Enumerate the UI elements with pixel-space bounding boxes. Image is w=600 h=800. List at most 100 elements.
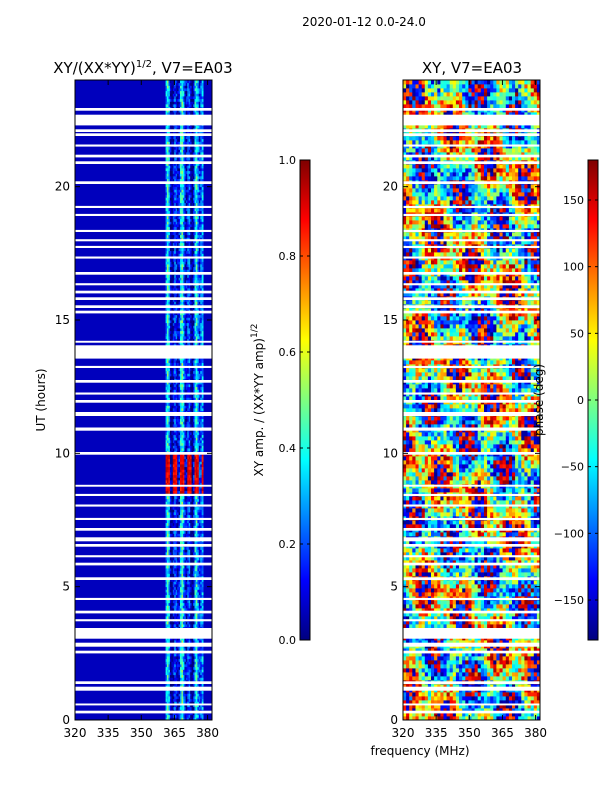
amplitude-cell	[175, 397, 178, 401]
amplitude-cell	[180, 80, 182, 84]
amplitude-cell	[194, 570, 197, 574]
amplitude-cell	[180, 237, 182, 241]
amplitude-cell	[191, 408, 194, 412]
amplitude-cell	[194, 616, 197, 620]
amplitude-cell	[178, 501, 181, 505]
amplitude-cell	[168, 693, 171, 697]
amplitude-cell	[185, 496, 188, 500]
amplitude-cell	[174, 336, 177, 340]
amplitude-cell	[174, 82, 177, 86]
amplitude-cell	[169, 656, 172, 660]
amplitude-cell	[168, 330, 171, 334]
amplitude-cell	[172, 298, 175, 302]
amplitude-cell	[182, 264, 185, 268]
amplitude-cell	[191, 421, 194, 425]
amplitude-cell	[182, 461, 185, 465]
amplitude-cell	[193, 664, 195, 668]
amplitude-cell	[185, 418, 188, 422]
amplitude-cell	[171, 613, 174, 617]
amplitude-cell	[175, 573, 178, 577]
amplitude-cell	[180, 464, 182, 468]
amplitude-cell	[180, 656, 182, 660]
amplitude-cell	[177, 328, 179, 332]
amplitude-cell	[172, 288, 175, 292]
amplitude-cell	[191, 480, 194, 484]
amplitude-cell	[184, 640, 187, 644]
amplitude-cell	[191, 698, 194, 702]
amplitude-cell	[178, 666, 181, 670]
amplitude-cell	[177, 594, 179, 598]
amplitude-cell	[187, 466, 190, 470]
amplitude-cell	[181, 90, 184, 94]
amplitude-cell	[169, 669, 172, 673]
amplitude-cell	[188, 98, 191, 102]
amplitude-cell	[174, 208, 177, 212]
amplitude-cell	[167, 178, 169, 182]
amplitude-cell	[177, 456, 179, 460]
amplitude-cell	[177, 674, 179, 678]
amplitude-cell	[180, 322, 182, 326]
amplitude-cell	[182, 232, 185, 236]
amplitude-cell	[187, 221, 190, 225]
amplitude-cell	[182, 602, 185, 606]
amplitude-cell	[168, 112, 171, 116]
amplitude-cell	[178, 669, 181, 673]
amplitude-cell	[194, 621, 197, 625]
amplitude-cell	[177, 557, 179, 561]
amplitude-cell	[169, 573, 172, 577]
amplitude-cell	[168, 472, 171, 476]
amplitude-cell	[191, 584, 194, 588]
amplitude-cell	[168, 482, 171, 486]
amplitude-cell	[193, 448, 195, 452]
amplitude-cell	[181, 514, 184, 518]
amplitude-cell	[172, 173, 175, 177]
amplitude-cell	[177, 573, 179, 577]
amplitude-cell	[167, 189, 169, 193]
amplitude-cell	[184, 501, 187, 505]
amplitude-cell	[182, 706, 185, 710]
amplitude-cell	[175, 136, 178, 140]
amplitude-cell	[191, 602, 194, 606]
amplitude-cell	[175, 464, 178, 468]
amplitude-cell	[175, 264, 178, 268]
amplitude-cell	[172, 645, 175, 649]
amplitude-cell	[172, 560, 175, 564]
amplitude-cell	[175, 704, 178, 708]
amplitude-cell	[167, 477, 169, 481]
amplitude-cell	[180, 328, 182, 332]
amplitude-cell	[165, 434, 168, 438]
amplitude-cell	[165, 248, 168, 252]
amplitude-cell	[175, 280, 178, 284]
amplitude-cell	[167, 594, 169, 598]
amplitude-cell	[175, 394, 178, 398]
amplitude-cell	[185, 581, 188, 585]
amplitude-cell	[187, 376, 190, 380]
amplitude-cell	[178, 453, 181, 457]
amplitude-cell	[165, 466, 168, 470]
amplitude-cell	[188, 464, 191, 468]
amplitude-cell	[184, 461, 187, 465]
amplitude-cell	[190, 698, 192, 702]
amplitude-cell	[172, 506, 175, 510]
amplitude-cell	[182, 386, 185, 390]
amplitude-cell	[188, 224, 191, 228]
amplitude-cell	[172, 88, 175, 92]
amplitude-cell	[193, 170, 195, 174]
amplitude-cell	[169, 312, 172, 316]
amplitude-cell	[167, 208, 169, 212]
amplitude-cell	[182, 512, 185, 516]
amplitude-cell	[180, 437, 182, 441]
amplitude-cell	[167, 501, 169, 505]
amplitude-cell	[180, 208, 182, 212]
amplitude-cell	[185, 370, 188, 374]
amplitude-cell	[194, 584, 197, 588]
amplitude-cell	[172, 568, 175, 572]
amplitude-cell	[167, 616, 169, 620]
amplitude-cell	[172, 285, 175, 289]
amplitude-cell	[181, 152, 184, 156]
amplitude-cell	[167, 424, 169, 428]
amplitude-cell	[178, 368, 181, 372]
amplitude-cell	[174, 533, 177, 537]
amplitude-cell	[178, 440, 181, 444]
amplitude-cell	[188, 418, 191, 422]
